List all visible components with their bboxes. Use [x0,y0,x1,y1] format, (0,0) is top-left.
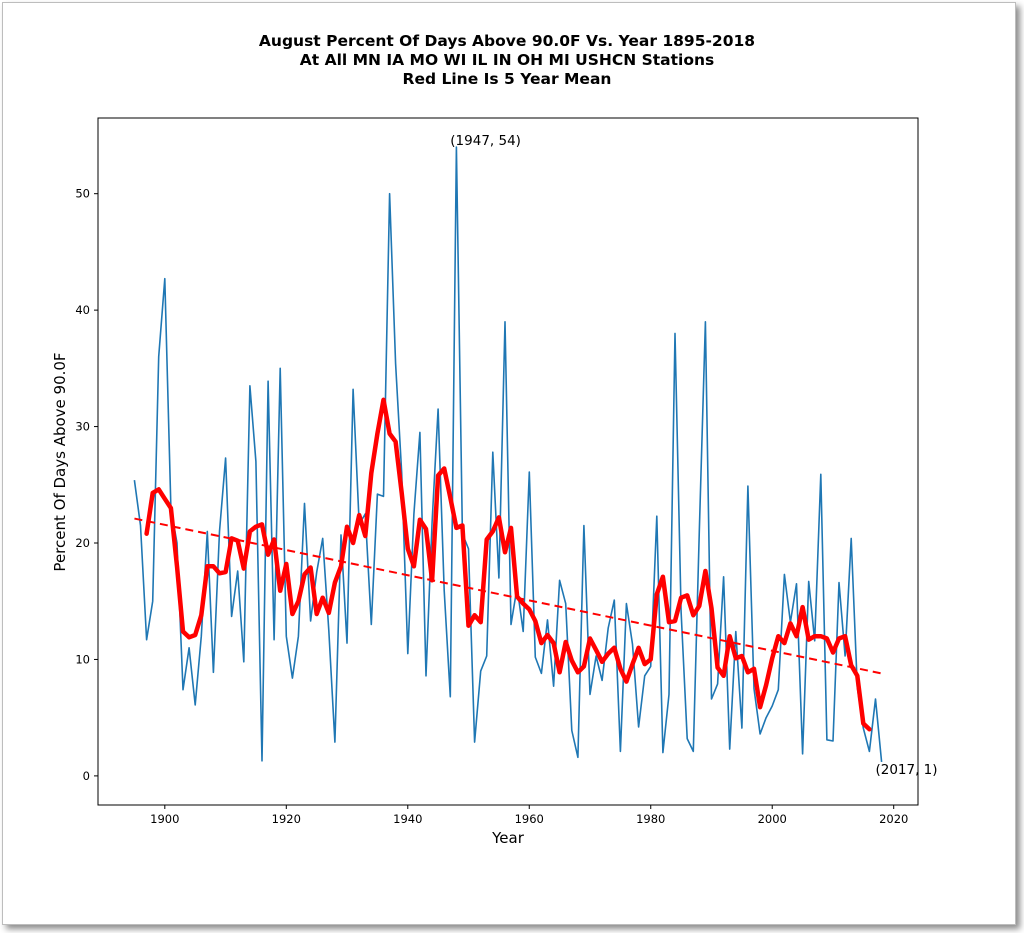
x-axis: 1900 1920 1940 1960 1980 2000 2020 [150,805,908,826]
y-tick-label: 0 [83,769,90,783]
series-group [133,146,883,762]
y-tick-label: 20 [75,536,90,550]
annual-series-line [133,146,883,762]
x-tick-label: 1960 [515,812,544,826]
x-axis-label: Year [491,829,525,847]
title-line-1: August Percent Of Days Above 90.0F Vs. Y… [258,32,756,50]
y-tick-label: 10 [75,652,90,666]
y-axis-label: Percent Of Days Above 90.0F [51,352,69,571]
five-year-mean-line [144,397,872,732]
trend-line [134,517,882,675]
x-tick-label: 2000 [758,812,787,826]
y-tick-label: 50 [75,187,90,201]
chart-title: August Percent Of Days Above 90.0F Vs. Y… [0,32,1014,89]
title-line-3: Red Line Is 5 Year Mean [402,70,612,88]
y-tick-label: 30 [75,420,90,434]
x-tick-label: 1920 [272,812,301,826]
y-tick-label: 40 [75,303,90,317]
x-tick-label: 1940 [393,812,422,826]
x-tick-label: 1980 [636,812,665,826]
point-annotation: (1947, 54) [450,133,521,149]
point-annotation: (2017, 1) [875,762,937,778]
annotations: (1947, 54) (2017, 1) [450,133,937,778]
title-line-2: At All MN IA MO WI IL IN OH MI USHCN Sta… [299,51,715,69]
x-tick-label: 1900 [150,812,179,826]
x-tick-label: 2020 [879,812,908,826]
y-axis: 0 10 20 30 40 50 [75,187,98,783]
